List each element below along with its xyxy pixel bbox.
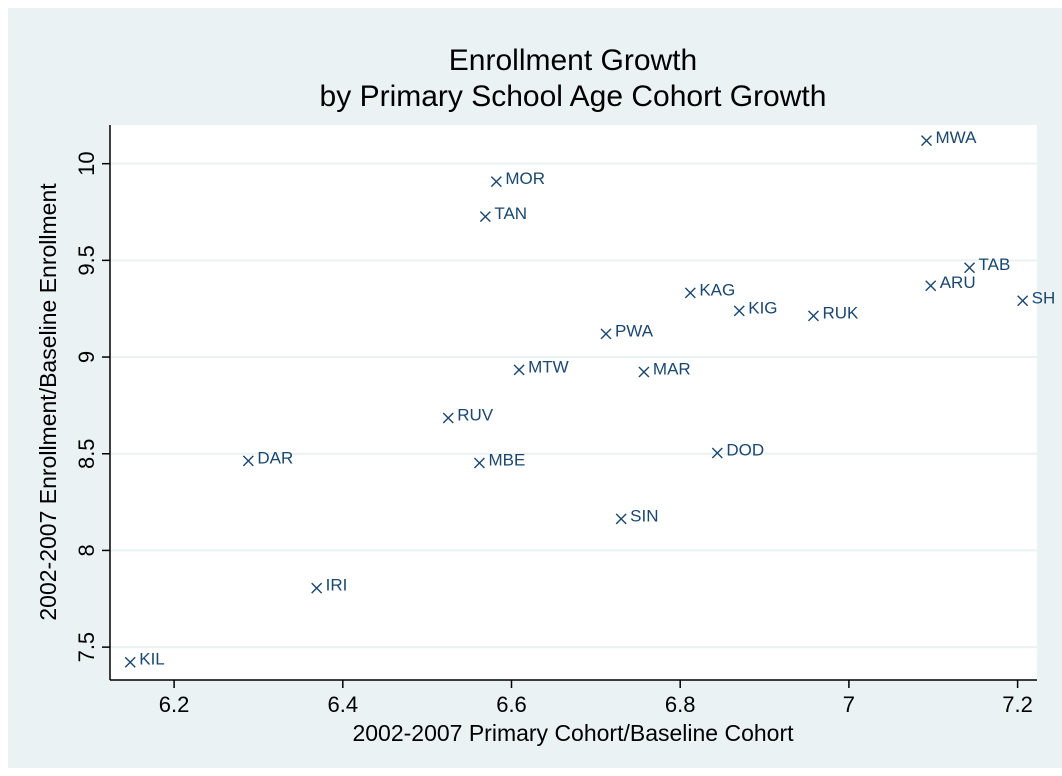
point-label: TAB (979, 255, 1011, 274)
point-label: SH (1032, 288, 1056, 307)
y-tick-label: 8 (74, 544, 99, 556)
chart-title: Enrollment Growth (449, 44, 697, 77)
marker (638, 366, 650, 378)
point-label: MOR (505, 169, 545, 188)
marker (600, 328, 612, 340)
point-label: MTW (528, 357, 569, 376)
x-tick-label: 6.4 (328, 692, 359, 717)
plot: 7.5 8 8.5 9 9.5 10 6.2 6.4 6.6 6.8 7 7.2 KIL DAR IRI RU… (74, 125, 1055, 717)
plot-background (110, 125, 1037, 680)
point-label: RUV (457, 405, 494, 424)
point-label: MBE (488, 451, 525, 470)
point-label: PWA (615, 321, 654, 340)
marker (964, 262, 976, 274)
y-tick-label: 9 (74, 351, 99, 363)
marker (513, 364, 525, 376)
marker (473, 457, 485, 469)
marker (490, 176, 502, 188)
x-axis-label: 2002-2007 Primary Cohort/Baseline Cohort (352, 720, 794, 746)
point-label: DAR (257, 448, 293, 467)
point-label: KIL (139, 650, 165, 669)
marker (242, 455, 254, 467)
marker (807, 310, 819, 322)
marker (479, 211, 491, 223)
x-tick-label: 6.8 (665, 692, 696, 717)
marker (733, 305, 745, 317)
point-label: IRI (326, 576, 348, 595)
x-tick-label: 6.6 (496, 692, 527, 717)
marker (615, 513, 627, 525)
chart-title: by Primary School Age Cohort Growth (320, 80, 827, 113)
point-label: MAR (653, 359, 691, 378)
y-tick-label: 7.5 (74, 632, 99, 663)
point-label: KAG (699, 280, 735, 299)
x-tick-label: 7.2 (1002, 692, 1033, 717)
marker (311, 582, 323, 594)
point-label: RUK (822, 303, 859, 322)
marker (1017, 295, 1029, 307)
marker (124, 656, 136, 668)
point-label: SIN (630, 506, 658, 525)
x-tick-label: 6.2 (159, 692, 190, 717)
y-tick-label: 8.5 (74, 438, 99, 469)
x-tick-label: 7 (843, 692, 855, 717)
y-tick-label: 10 (74, 151, 99, 175)
y-axis-label: 2002-2007 Enrollment/Baseline Enrollment (35, 183, 61, 621)
marker (711, 447, 723, 459)
point-label: DOD (726, 440, 764, 459)
point-label: ARU (940, 273, 976, 292)
marker (921, 135, 932, 147)
point-label: TAN (494, 204, 527, 223)
marker (442, 412, 454, 424)
marker (925, 280, 937, 292)
y-tick-label: 9.5 (74, 245, 99, 276)
point-label: MWA (936, 128, 978, 147)
point-label: KIG (748, 298, 777, 317)
marker (684, 287, 696, 299)
